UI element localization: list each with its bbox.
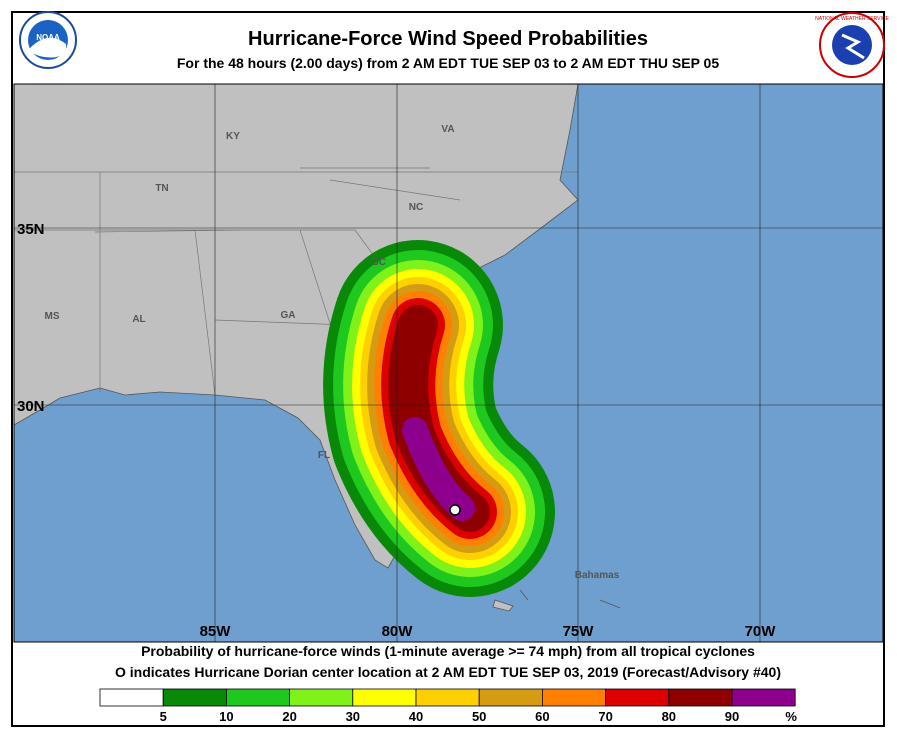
legend-label: 20 — [282, 709, 296, 724]
place-label: GA — [281, 310, 296, 321]
logo-text: NOAA — [36, 33, 60, 42]
storm-center — [449, 504, 461, 516]
subtitle: For the 48 hours (2.00 days) from 2 AM E… — [177, 55, 719, 71]
legend-label: 50 — [472, 709, 486, 724]
legend-label: 5 — [160, 709, 167, 724]
legend-label: 80 — [662, 709, 676, 724]
footer-line: O indicates Hurricane Dorian center loca… — [115, 664, 781, 680]
longitude-label: 75W — [563, 623, 595, 640]
contour — [402, 417, 475, 521]
legend-unit: % — [785, 709, 797, 724]
place-label: AL — [132, 314, 145, 325]
latitude-label: 30N — [17, 398, 45, 415]
legend-swatch — [352, 688, 417, 707]
legend-swatch — [415, 688, 480, 707]
place-label: SC — [372, 257, 386, 268]
legend-swatch — [99, 688, 164, 707]
legend-label: 60 — [535, 709, 549, 724]
land — [14, 84, 579, 569]
legend-label: 70 — [598, 709, 612, 724]
legend-label: 30 — [346, 709, 360, 724]
legend: 5 10 20 30 40 50 60 70 80 90% — [99, 688, 797, 724]
longitude-label: 80W — [382, 623, 414, 640]
legend-swatch — [605, 688, 670, 707]
legend-swatch — [289, 688, 354, 707]
map: KY VA TN NC SC MS AL GA FL Bahamas 35N 30N 85W 80W 75W… — [13, 83, 884, 643]
longitude-label: 85W — [200, 623, 232, 640]
graticule — [14, 84, 883, 642]
place-label: VA — [441, 124, 454, 135]
legend-swatch — [478, 688, 543, 707]
legend-label: 90 — [725, 709, 739, 724]
footer-line: Probability of hurricane-force winds (1-… — [141, 643, 755, 659]
legend-swatch — [542, 688, 607, 707]
latitude-label: 35N — [17, 221, 45, 238]
legend-swatch — [731, 688, 796, 707]
place-label: TN — [155, 183, 168, 194]
title: Hurricane-Force Wind Speed Probabilities — [248, 28, 648, 50]
longitude-label: 70W — [745, 623, 777, 640]
legend-label: 40 — [409, 709, 423, 724]
legend-label: 10 — [219, 709, 233, 724]
probability-contours — [323, 240, 555, 597]
nws-logo: NATIONAL WEATHER SERVICE — [815, 12, 890, 78]
logo-text: NATIONAL WEATHER SERVICE — [815, 16, 889, 22]
noaa-logo: NOAA — [19, 11, 77, 69]
borders — [14, 167, 578, 396]
place-label: MS — [45, 311, 60, 322]
place-label: NC — [409, 202, 423, 213]
place-label: Bahamas — [575, 570, 620, 581]
place-label: FL — [318, 450, 330, 461]
legend-swatch — [225, 688, 290, 707]
place-label: KY — [226, 131, 240, 142]
legend-swatch — [668, 688, 733, 707]
legend-swatch — [162, 688, 227, 707]
